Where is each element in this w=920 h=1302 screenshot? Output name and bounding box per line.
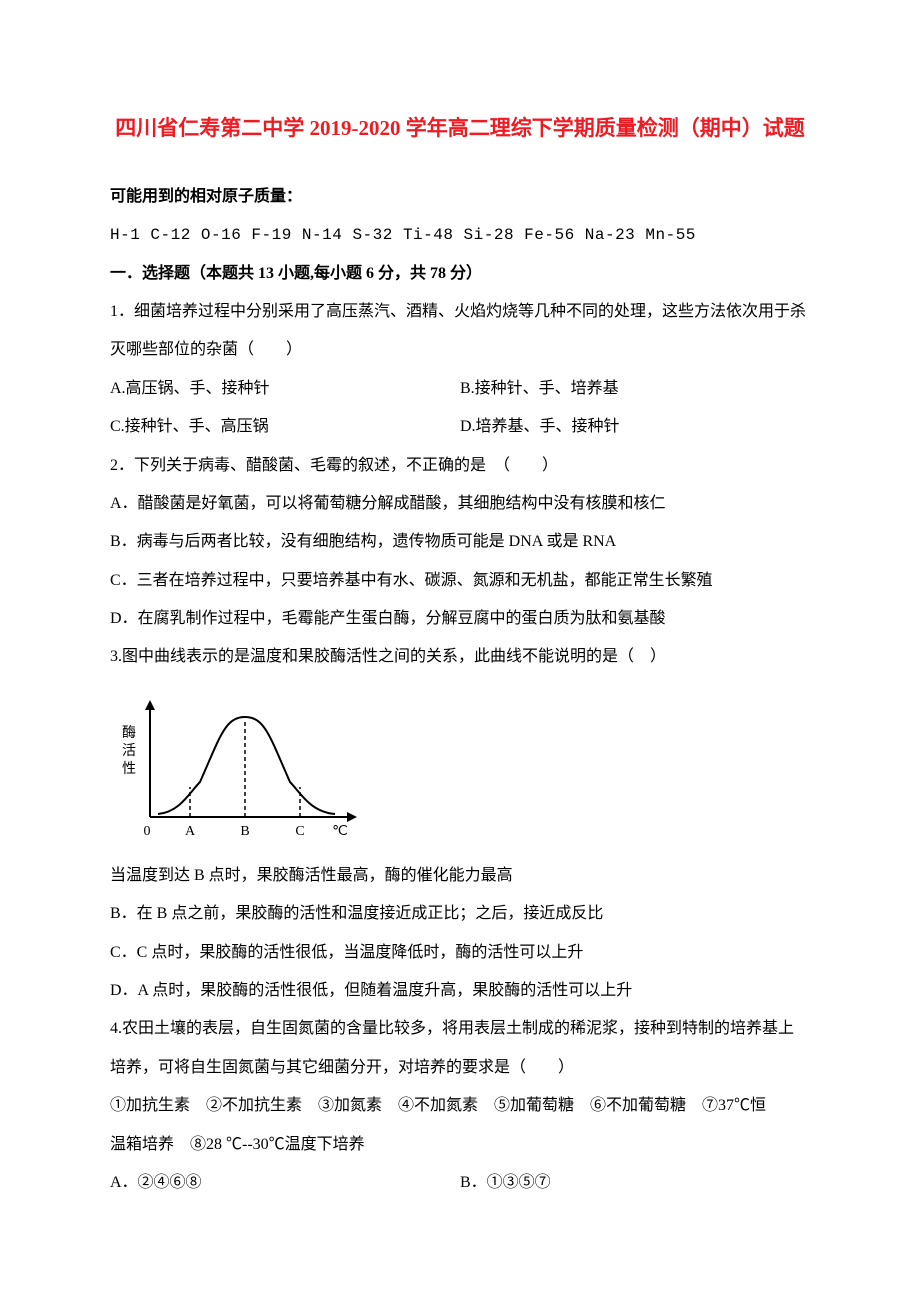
q2-option-a: A．醋酸菌是好氧菌，可以将葡萄糖分解成醋酸，其细胞结构中没有核膜和核仁 bbox=[110, 485, 810, 523]
svg-text:性: 性 bbox=[122, 761, 136, 777]
svg-text:A: A bbox=[185, 824, 196, 839]
q2-option-b: B．病毒与后两者比较，没有细胞结构，遗传物质可能是 DNA 或是 RNA bbox=[110, 523, 810, 561]
document-title: 四川省仁寿第二中学 2019-2020 学年高二理综下学期质量检测（期中）试题 bbox=[110, 110, 810, 148]
q4-stem-line1: 4.农田土壤的表层，自生固氮菌的含量比较多，将用表层土制成的稀泥浆，接种到特制的… bbox=[110, 1010, 810, 1048]
question-2: 2．下列关于病毒、醋酸菌、毛霉的叙述，不正确的是 （ ） A．醋酸菌是好氧菌，可… bbox=[110, 447, 810, 639]
svg-text:C: C bbox=[295, 824, 304, 839]
q1-stem-line1: 1．细菌培养过程中分别采用了高压蒸汽、酒精、火焰灼烧等几种不同的处理，这些方法依… bbox=[110, 293, 810, 331]
q3-option-c: C．C 点时，果胶酶的活性很低，当温度降低时，酶的活性可以上升 bbox=[110, 934, 810, 972]
q4-stem-line2: 培养，可将自生固氮菌与其它细菌分开，对培养的要求是（ ） bbox=[110, 1049, 810, 1087]
q1-option-b: B.接种针、手、培养基 bbox=[460, 370, 810, 408]
q2-option-c: C．三者在培养过程中，只要培养基中有水、碳源、氮源和无机盐，都能正常生长繁殖 bbox=[110, 562, 810, 600]
q3-chart: 酶活性 0 A B C ℃ bbox=[110, 687, 810, 847]
q1-option-a: A.高压锅、手、接种针 bbox=[110, 370, 460, 408]
atomic-mass-label: 可能用到的相对原子质量： bbox=[110, 178, 810, 216]
q2-option-d: D．在腐乳制作过程中，毛霉能产生蛋白酶，分解豆腐中的蛋白质为肽和氨基酸 bbox=[110, 600, 810, 638]
q1-option-d: D.培养基、手、接种针 bbox=[460, 408, 810, 446]
q4-option-b: B．①③⑤⑦ bbox=[460, 1164, 810, 1202]
question-3: 3.图中曲线表示的是温度和果胶酶活性之间的关系，此曲线不能说明的是（ ） 酶活性… bbox=[110, 638, 810, 1010]
q4-circles-line2: 温箱培养 ⑧28 ℃--30℃温度下培养 bbox=[110, 1126, 810, 1164]
q3-option-d: D．A 点时，果胶酶的活性很低，但随着温度升高，果胶酶的活性可以上升 bbox=[110, 972, 810, 1010]
q3-stem: 3.图中曲线表示的是温度和果胶酶活性之间的关系，此曲线不能说明的是（ ） bbox=[110, 638, 810, 676]
atomic-mass-values: H-1 C-12 O-16 F-19 N-14 S-32 Ti-48 Si-28… bbox=[110, 216, 810, 254]
svg-text:B: B bbox=[240, 824, 249, 839]
question-4: 4.农田土壤的表层，自生固氮菌的含量比较多，将用表层土制成的稀泥浆，接种到特制的… bbox=[110, 1010, 810, 1202]
q1-option-c: C.接种针、手、高压锅 bbox=[110, 408, 460, 446]
enzyme-activity-curve-chart: 酶活性 0 A B C ℃ bbox=[110, 687, 370, 847]
svg-text:酶: 酶 bbox=[122, 725, 136, 741]
q1-stem-line2: 灭哪些部位的杂菌（ ） bbox=[110, 331, 810, 369]
svg-text:0: 0 bbox=[144, 824, 151, 839]
q3-option-b: B．在 B 点之前，果胶酶的活性和温度接近成正比；之后，接近成反比 bbox=[110, 895, 810, 933]
svg-text:℃: ℃ bbox=[332, 824, 348, 839]
section-1-heading: 一．选择题（本题共 13 小题,每小题 6 分，共 78 分） bbox=[110, 255, 810, 293]
svg-text:活: 活 bbox=[122, 743, 136, 759]
q4-option-a: A．②④⑥⑧ bbox=[110, 1164, 460, 1202]
q4-circles-line1: ①加抗生素 ②不加抗生素 ③加氮素 ④不加氮素 ⑤加葡萄糖 ⑥不加葡萄糖 ⑦37… bbox=[110, 1087, 810, 1125]
question-1: 1．细菌培养过程中分别采用了高压蒸汽、酒精、火焰灼烧等几种不同的处理，这些方法依… bbox=[110, 293, 810, 447]
q2-stem: 2．下列关于病毒、醋酸菌、毛霉的叙述，不正确的是 （ ） bbox=[110, 447, 810, 485]
q3-option-a: 当温度到达 B 点时，果胶酶活性最高，酶的催化能力最高 bbox=[110, 857, 810, 895]
